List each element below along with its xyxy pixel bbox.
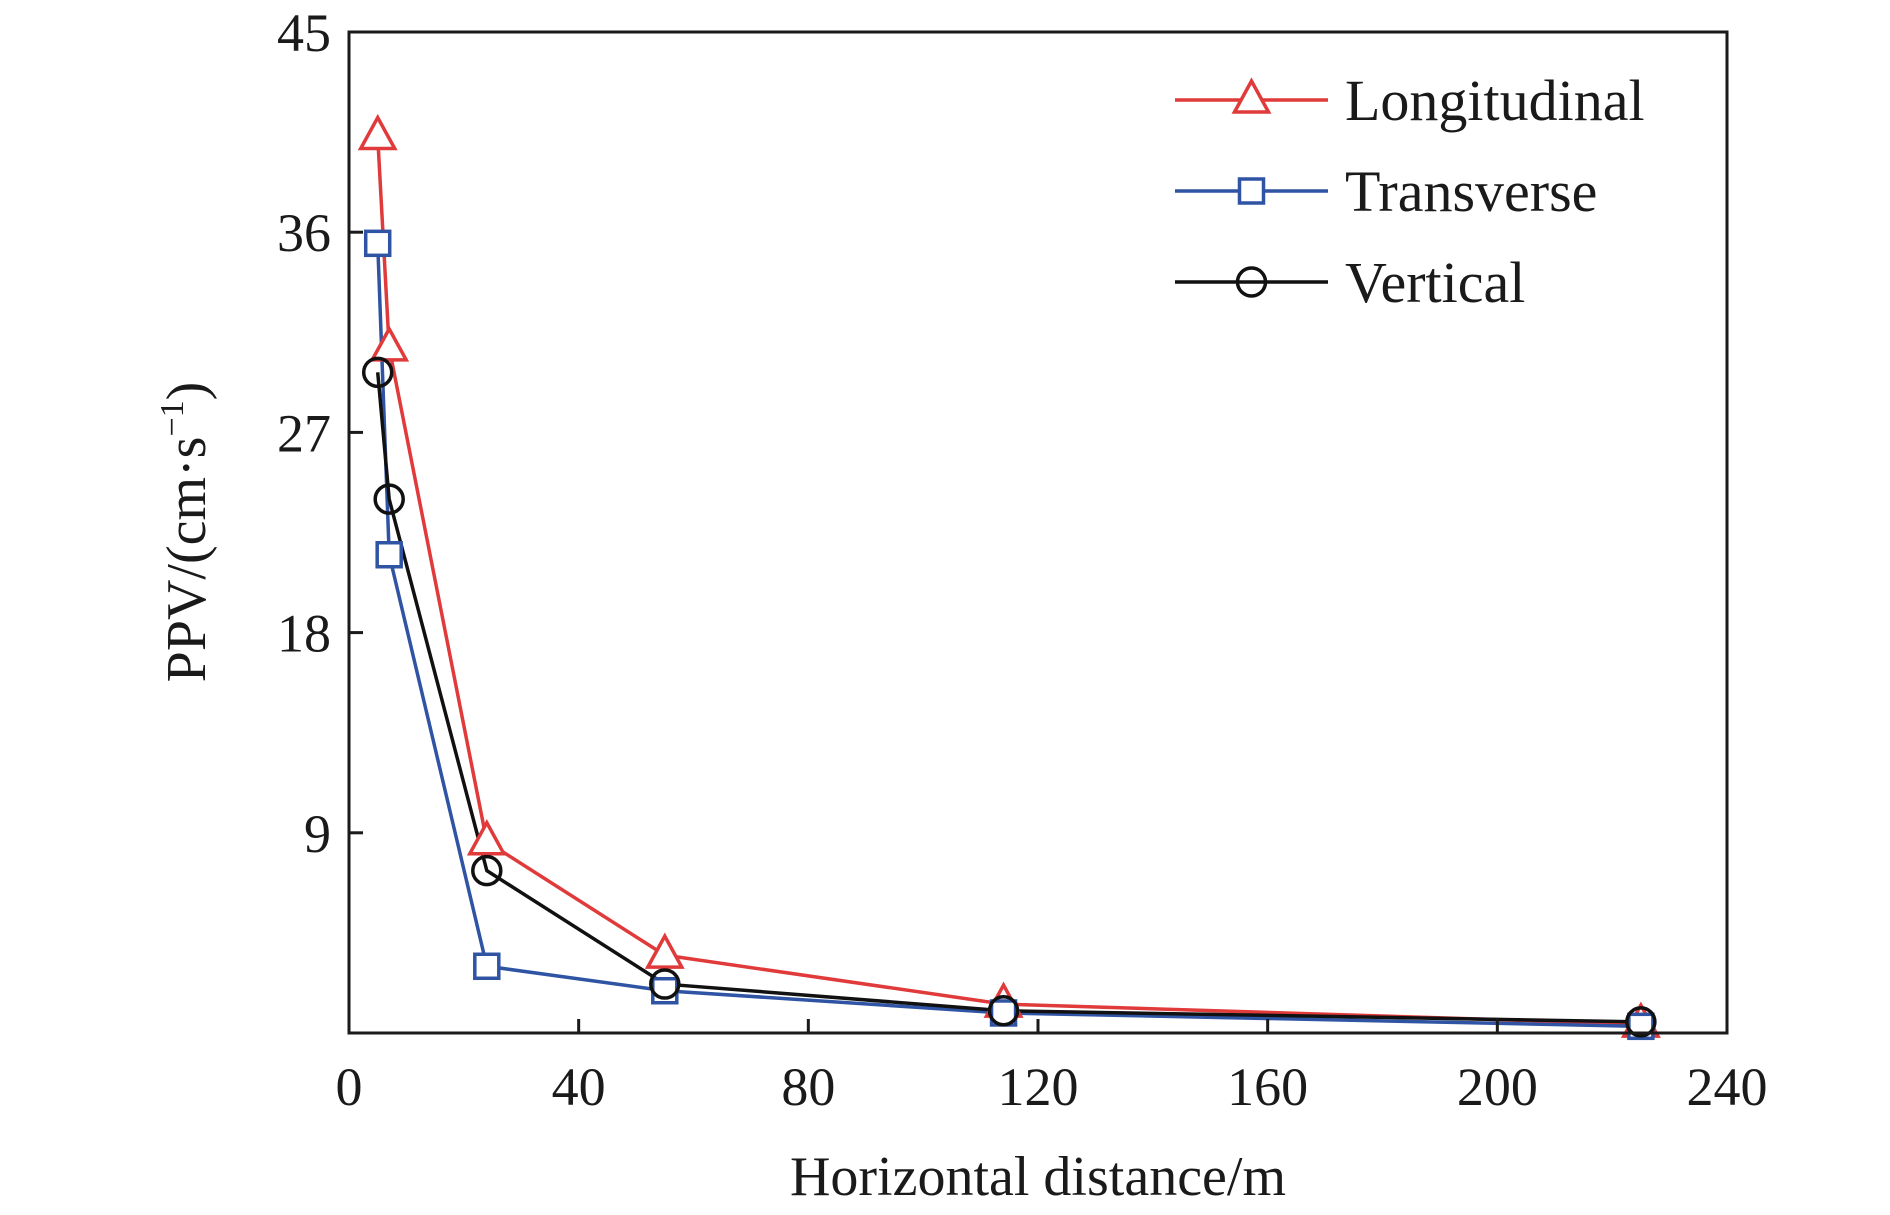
vertical-data-point [373,483,405,515]
legend-label-transverse: Transverse [1345,159,1597,224]
vertical-data-point [1625,1006,1657,1038]
series-lines [375,136,1641,1029]
y-axis-ticks: 9 18 27 36 45 [277,3,363,864]
legend-label-longitudinal: Longitudinal [1345,68,1645,133]
x-tick-label: 40 [552,1057,606,1117]
y-axis-title-close: ) [156,382,218,401]
x-axis-title: Horizontal distance/m [790,1146,1286,1208]
y-axis-title-exponent: −1 [154,400,191,436]
vertical-data-point [649,968,681,1000]
x-tick-label: 160 [1227,1057,1308,1117]
y-tick-label: 45 [277,3,331,63]
series-markers [357,113,1661,1041]
longitudinal-data-point [369,325,410,362]
legend-label-vertical: Vertical [1345,250,1525,315]
longitudinal-data-point [644,932,685,969]
transverse-series-line [375,243,1641,1029]
transverse-data-point [375,540,403,569]
longitudinal-data-point [466,819,507,856]
vertical-data-point [361,356,394,389]
legend-marker-vertical [1235,266,1268,298]
x-tick-label: 0 [336,1057,363,1117]
vertical-data-point [471,854,503,887]
x-tick-label: 200 [1457,1057,1538,1117]
legend: Longitudinal Transverse Vertical [1175,68,1645,315]
y-tick-label: 18 [277,604,331,664]
y-tick-label: 36 [277,203,331,263]
x-tick-label: 240 [1687,1057,1768,1117]
longitudinal-data-point [357,113,398,151]
x-tick-label: 120 [998,1057,1079,1117]
y-axis-title: PPV/(cm·s−1) [154,382,218,683]
x-tick-label: 80 [781,1057,835,1117]
legend-marker-transverse [1237,177,1266,205]
x-axis-ticks: 0 40 80 120 160 200 240 [336,1019,1768,1117]
y-tick-label: 27 [277,403,331,463]
legend-marker-longitudinal [1231,77,1272,114]
transverse-data-point [473,952,501,981]
y-axis-title-main: PPV/(cm·s [156,437,218,683]
longitudinal-series-line [375,136,1641,1026]
y-tick-label: 9 [304,804,331,864]
vertical-series-line [375,372,1641,1024]
vertical-data-point [987,995,1020,1027]
transverse-data-point [363,229,392,258]
